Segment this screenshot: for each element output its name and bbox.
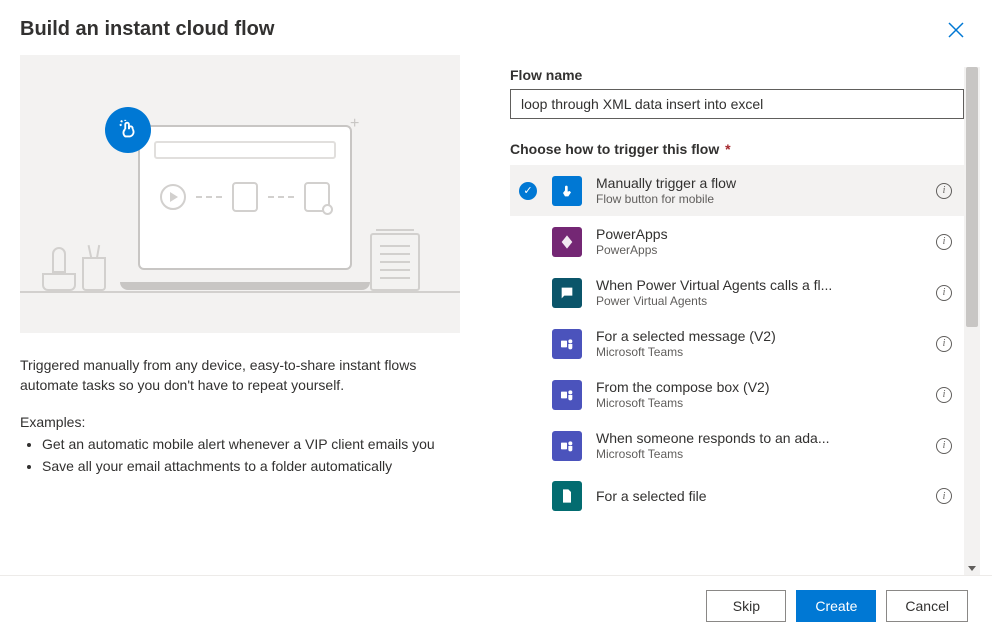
dialog-title: Build an instant cloud flow xyxy=(20,18,274,41)
create-button[interactable]: Create xyxy=(796,590,876,622)
touch-icon xyxy=(105,107,151,153)
trigger-item[interactable]: For a selected message (V2)Microsoft Tea… xyxy=(510,318,964,369)
trigger-subtitle: Microsoft Teams xyxy=(596,345,922,359)
trigger-subtitle: Microsoft Teams xyxy=(596,396,922,410)
trigger-check-slot: ✓ xyxy=(518,182,538,200)
chat-icon xyxy=(552,278,582,308)
trigger-label: Choose how to trigger this flow * xyxy=(510,141,964,157)
trigger-item[interactable]: From the compose box (V2)Microsoft Teams… xyxy=(510,369,964,420)
trigger-title: For a selected file xyxy=(596,488,922,504)
required-marker: * xyxy=(725,141,730,157)
dialog-footer: Skip Create Cancel xyxy=(0,576,992,636)
trigger-list: ✓ Manually trigger a flowFlow button for … xyxy=(510,165,964,521)
scrollbar[interactable] xyxy=(964,67,980,575)
info-icon[interactable]: i xyxy=(936,285,952,301)
examples-label: Examples: xyxy=(20,414,460,430)
flow-description: Triggered manually from any device, easy… xyxy=(20,355,460,396)
skip-button[interactable]: Skip xyxy=(706,590,786,622)
trigger-title: From the compose box (V2) xyxy=(596,379,922,395)
scrollbar-thumb[interactable] xyxy=(966,67,978,327)
example-item: Save all your email attachments to a fol… xyxy=(42,456,460,476)
trigger-item[interactable]: PowerAppsPowerApps i xyxy=(510,216,964,267)
dialog-header: Build an instant cloud flow xyxy=(0,0,992,55)
trigger-text: Manually trigger a flowFlow button for m… xyxy=(596,175,922,206)
build-flow-dialog: Build an instant cloud flow xyxy=(0,0,992,636)
touch-icon xyxy=(552,176,582,206)
info-icon[interactable]: i xyxy=(936,234,952,250)
file-icon xyxy=(552,481,582,511)
trigger-title: For a selected message (V2) xyxy=(596,328,922,344)
info-icon[interactable]: i xyxy=(936,183,952,199)
trigger-subtitle: Microsoft Teams xyxy=(596,447,922,461)
trigger-item[interactable]: ✓ Manually trigger a flowFlow button for … xyxy=(510,165,964,216)
info-icon[interactable]: i xyxy=(936,336,952,352)
trigger-label-text: Choose how to trigger this flow xyxy=(510,141,719,157)
trigger-title: When someone responds to an ada... xyxy=(596,430,922,446)
teams-icon xyxy=(552,380,582,410)
trigger-title: Manually trigger a flow xyxy=(596,175,922,191)
trigger-text: When someone responds to an ada...Micros… xyxy=(596,430,922,461)
trigger-text: For a selected file xyxy=(596,488,922,504)
trigger-text: For a selected message (V2)Microsoft Tea… xyxy=(596,328,922,359)
close-icon xyxy=(948,22,964,38)
trigger-text: From the compose box (V2)Microsoft Teams xyxy=(596,379,922,410)
info-icon[interactable]: i xyxy=(936,387,952,403)
teams-icon xyxy=(552,329,582,359)
trigger-text: PowerAppsPowerApps xyxy=(596,226,922,257)
trigger-item[interactable]: When someone responds to an ada...Micros… xyxy=(510,420,964,471)
trigger-subtitle: Flow button for mobile xyxy=(596,192,922,206)
scroll-down-icon[interactable] xyxy=(968,566,976,571)
teams-icon xyxy=(552,431,582,461)
examples-list: Get an automatic mobile alert whenever a… xyxy=(20,434,460,477)
cancel-button[interactable]: Cancel xyxy=(886,590,968,622)
info-icon[interactable]: i xyxy=(936,488,952,504)
trigger-title: When Power Virtual Agents calls a fl... xyxy=(596,277,922,293)
right-panel: Flow name Choose how to trigger this flo… xyxy=(480,55,992,575)
flow-name-label: Flow name xyxy=(510,67,964,83)
example-item: Get an automatic mobile alert whenever a… xyxy=(42,434,460,454)
trigger-item[interactable]: For a selected file i xyxy=(510,471,964,521)
diamond-icon xyxy=(552,227,582,257)
trigger-text: When Power Virtual Agents calls a fl...P… xyxy=(596,277,922,308)
dialog-body: + Triggered manually from any device, ea… xyxy=(0,55,992,576)
trigger-subtitle: Power Virtual Agents xyxy=(596,294,922,308)
trigger-item[interactable]: When Power Virtual Agents calls a fl...P… xyxy=(510,267,964,318)
flow-name-input[interactable] xyxy=(510,89,964,119)
left-panel: + Triggered manually from any device, ea… xyxy=(0,55,480,575)
trigger-subtitle: PowerApps xyxy=(596,243,922,257)
flow-illustration: + xyxy=(20,55,460,333)
trigger-title: PowerApps xyxy=(596,226,922,242)
info-icon[interactable]: i xyxy=(936,438,952,454)
checkmark-icon: ✓ xyxy=(519,182,537,200)
close-button[interactable] xyxy=(944,18,968,45)
